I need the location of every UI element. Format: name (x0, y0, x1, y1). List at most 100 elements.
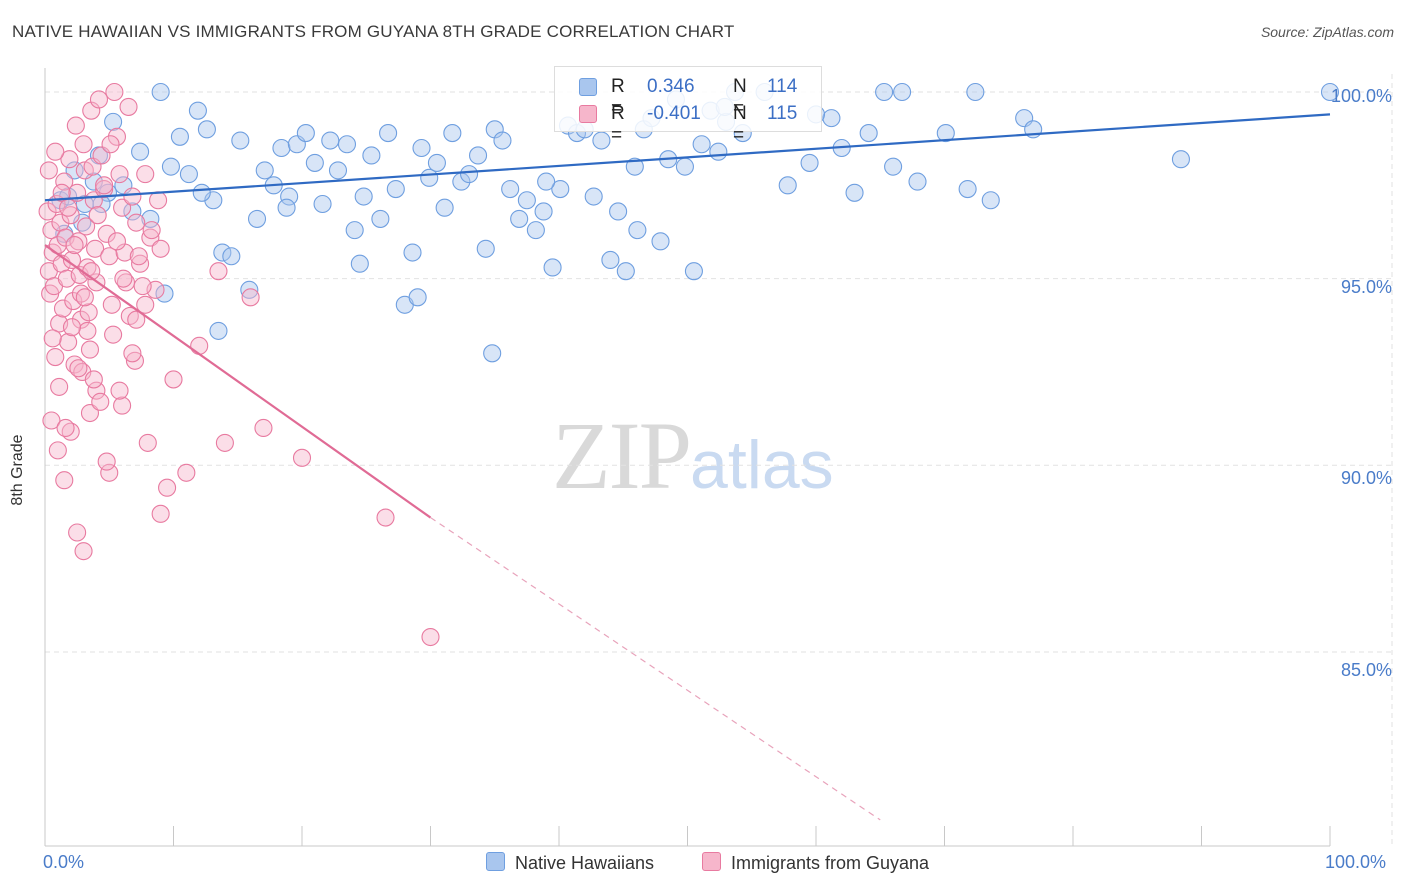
point-0-39 (379, 124, 398, 143)
point-1-18 (61, 206, 80, 225)
point-0-37 (362, 146, 381, 165)
point-0-26 (272, 138, 291, 158)
point-0-91 (908, 172, 927, 191)
point-1-95 (123, 344, 142, 363)
point-0-58 (534, 202, 553, 221)
point-0-68 (616, 262, 635, 281)
point-1-48 (113, 198, 132, 217)
point-1-55 (141, 228, 160, 247)
point-0-115 (966, 82, 985, 102)
point-0-53 (493, 131, 512, 150)
point-1-99 (149, 191, 168, 210)
point-0-114 (893, 82, 912, 102)
legend-label: Native Hawaiians (515, 853, 655, 873)
point-1-16 (59, 333, 78, 352)
point-1-79 (138, 433, 157, 452)
point-1-111 (114, 269, 133, 288)
point-1-13 (55, 172, 74, 191)
legend-swatch-pink (702, 852, 721, 871)
point-1-46 (107, 127, 127, 146)
legend-r-value: -0.401 (647, 103, 701, 124)
point-1-69 (48, 441, 67, 460)
point-0-20 (222, 247, 241, 266)
point-1-39 (89, 90, 109, 109)
point-0-106 (350, 254, 369, 273)
point-0-2 (65, 161, 84, 180)
point-0-47 (443, 124, 462, 143)
point-1-89 (84, 370, 103, 389)
point-0-50 (468, 146, 488, 165)
point-0-72 (651, 232, 670, 251)
point-1-109 (101, 135, 120, 154)
point-0-23 (247, 209, 267, 228)
point-0-112 (875, 82, 894, 102)
stats-legend: R = 0.346 N = 114 R = -0.401 N = 115 (554, 66, 822, 146)
point-0-19 (213, 243, 232, 262)
point-1-114 (133, 277, 152, 296)
point-0-59 (543, 258, 562, 277)
point-0-94 (981, 191, 1000, 210)
point-1-60 (190, 336, 209, 355)
point-0-97 (1320, 82, 1340, 102)
legend-r-label: R = (611, 76, 625, 119)
point-1-97 (136, 295, 155, 314)
point-0-51 (476, 239, 495, 258)
point-1-52 (127, 213, 146, 232)
point-0-64 (584, 187, 603, 206)
point-0-101 (192, 183, 211, 202)
legend-item-guyana: Immigrants from Guyana (702, 852, 929, 874)
y-tick-label-85: 85.0% (1340, 660, 1392, 680)
point-1-103 (62, 318, 82, 337)
point-0-45 (427, 153, 446, 172)
point-0-65 (592, 131, 611, 150)
point-1-96 (129, 247, 148, 266)
point-0-13 (161, 157, 180, 176)
point-1-92 (104, 325, 123, 344)
point-1-86 (65, 236, 84, 255)
point-1-19 (62, 250, 82, 270)
grid-lines (45, 74, 1393, 846)
trend-line-1 (44, 244, 432, 519)
point-0-44 (420, 168, 439, 187)
point-1-100 (43, 329, 62, 348)
data-points (38, 82, 1340, 647)
point-1-113 (127, 310, 146, 329)
point-1-85 (59, 198, 78, 217)
point-1-78 (125, 351, 144, 370)
point-0-40 (386, 180, 405, 199)
point-0-9 (123, 202, 142, 221)
point-1-44 (102, 295, 121, 314)
legend-label: Immigrants from Guyana (731, 853, 930, 873)
point-1-45 (105, 82, 124, 102)
point-0-84 (778, 176, 797, 195)
y-tick-label-100: 100.0% (1330, 86, 1392, 106)
point-1-67 (421, 627, 440, 647)
point-1-26 (71, 310, 91, 329)
point-1-32 (79, 303, 98, 322)
point-1-93 (110, 381, 129, 400)
legend-swatch-blue (579, 78, 597, 96)
point-0-24 (255, 161, 274, 180)
point-1-68 (42, 411, 61, 430)
y-axis-label: 8th Grade (9, 434, 26, 506)
point-0-92 (936, 124, 955, 143)
point-1-63 (241, 288, 260, 307)
point-1-3 (42, 221, 61, 240)
point-1-82 (39, 161, 58, 180)
point-1-64 (254, 418, 273, 438)
point-0-76 (684, 262, 703, 281)
point-0-16 (188, 101, 207, 120)
legend-r-label: R = (611, 103, 625, 146)
point-1-59 (177, 463, 196, 482)
point-0-29 (296, 124, 315, 143)
point-0-15 (179, 165, 198, 184)
watermark: ZIPatlas (552, 400, 834, 511)
point-1-74 (80, 403, 100, 423)
legend-n-value: 114 (767, 76, 798, 97)
point-1-83 (46, 142, 65, 161)
point-1-12 (53, 299, 73, 318)
y-tick-label-95: 95.0% (1340, 277, 1392, 297)
point-0-54 (501, 180, 520, 199)
point-1-90 (91, 392, 110, 411)
